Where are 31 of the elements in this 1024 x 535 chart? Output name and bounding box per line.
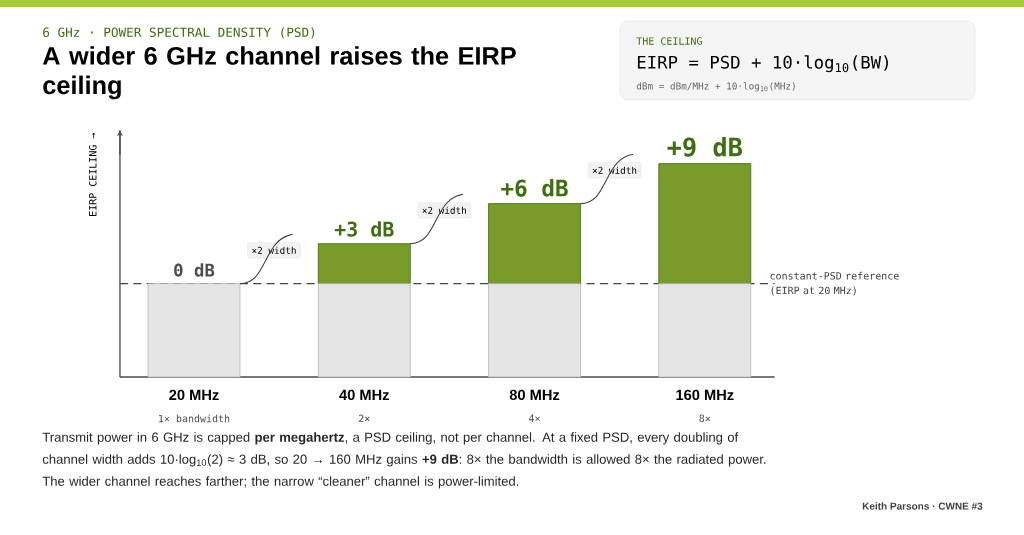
data-label: 0 dB [174, 263, 215, 277]
bar [147, 283, 241, 378]
annotation: ×2 width [252, 246, 296, 254]
chart-subtitle: 6 GHz · POWER SPECTRAL DENSITY (PSD) [43, 27, 315, 39]
bar [317, 283, 411, 378]
x-tick-label: 80 MHz [509, 389, 560, 401]
bar [658, 283, 752, 378]
data-label: +9 dB [667, 136, 742, 157]
data-label: +3 dB [334, 221, 394, 237]
text: Transmit power in 6 GHz is capped per megahertz, a PSD ceiling, not per channel. At a fixed PSD, every doubling of channel width adds 10·log$_{10}$(2) ≈ 3 dB, so 20 → 160 MHz gains +9 dB: 8× the bandwidth is allowed 8× the radiated power. The wider channel reaches farther; the narrow “cleaner” channel is power-limited. [42, 432, 766, 489]
text: 4× [529, 414, 540, 422]
text: Keith Parsons · CWNE #3 [862, 502, 983, 510]
text: 1× bandwidth [159, 414, 230, 423]
chart-title: A wider 6 GHz channel raises the EIRP ceiling [42, 46, 516, 100]
x-tick-label: 40 MHz [339, 389, 389, 401]
y-axis-title: EIRP CEILING → [89, 132, 97, 216]
data-label: +6 dB [501, 179, 568, 197]
text: THE CEILING [636, 37, 702, 45]
text: 2× [358, 414, 370, 423]
bar [488, 283, 581, 378]
bar [488, 203, 581, 285]
ref-line-label: constant-PSD reference (EIRP at 20 MHz) [770, 271, 899, 296]
annotation: ×2 width [592, 166, 637, 174]
text: 8× [699, 414, 711, 423]
text: EIRP = PSD + 10·log$_{10}$(BW) [637, 55, 888, 73]
annotation: ×2 width [422, 206, 466, 214]
x-tick-label: 160 MHz [676, 389, 734, 401]
bar [658, 163, 752, 285]
bar [317, 243, 411, 285]
x-tick-label: 20 MHz [169, 389, 219, 401]
text: dBm = dBm/MHz + 10·log$_{10}$(MHz) [636, 82, 795, 92]
